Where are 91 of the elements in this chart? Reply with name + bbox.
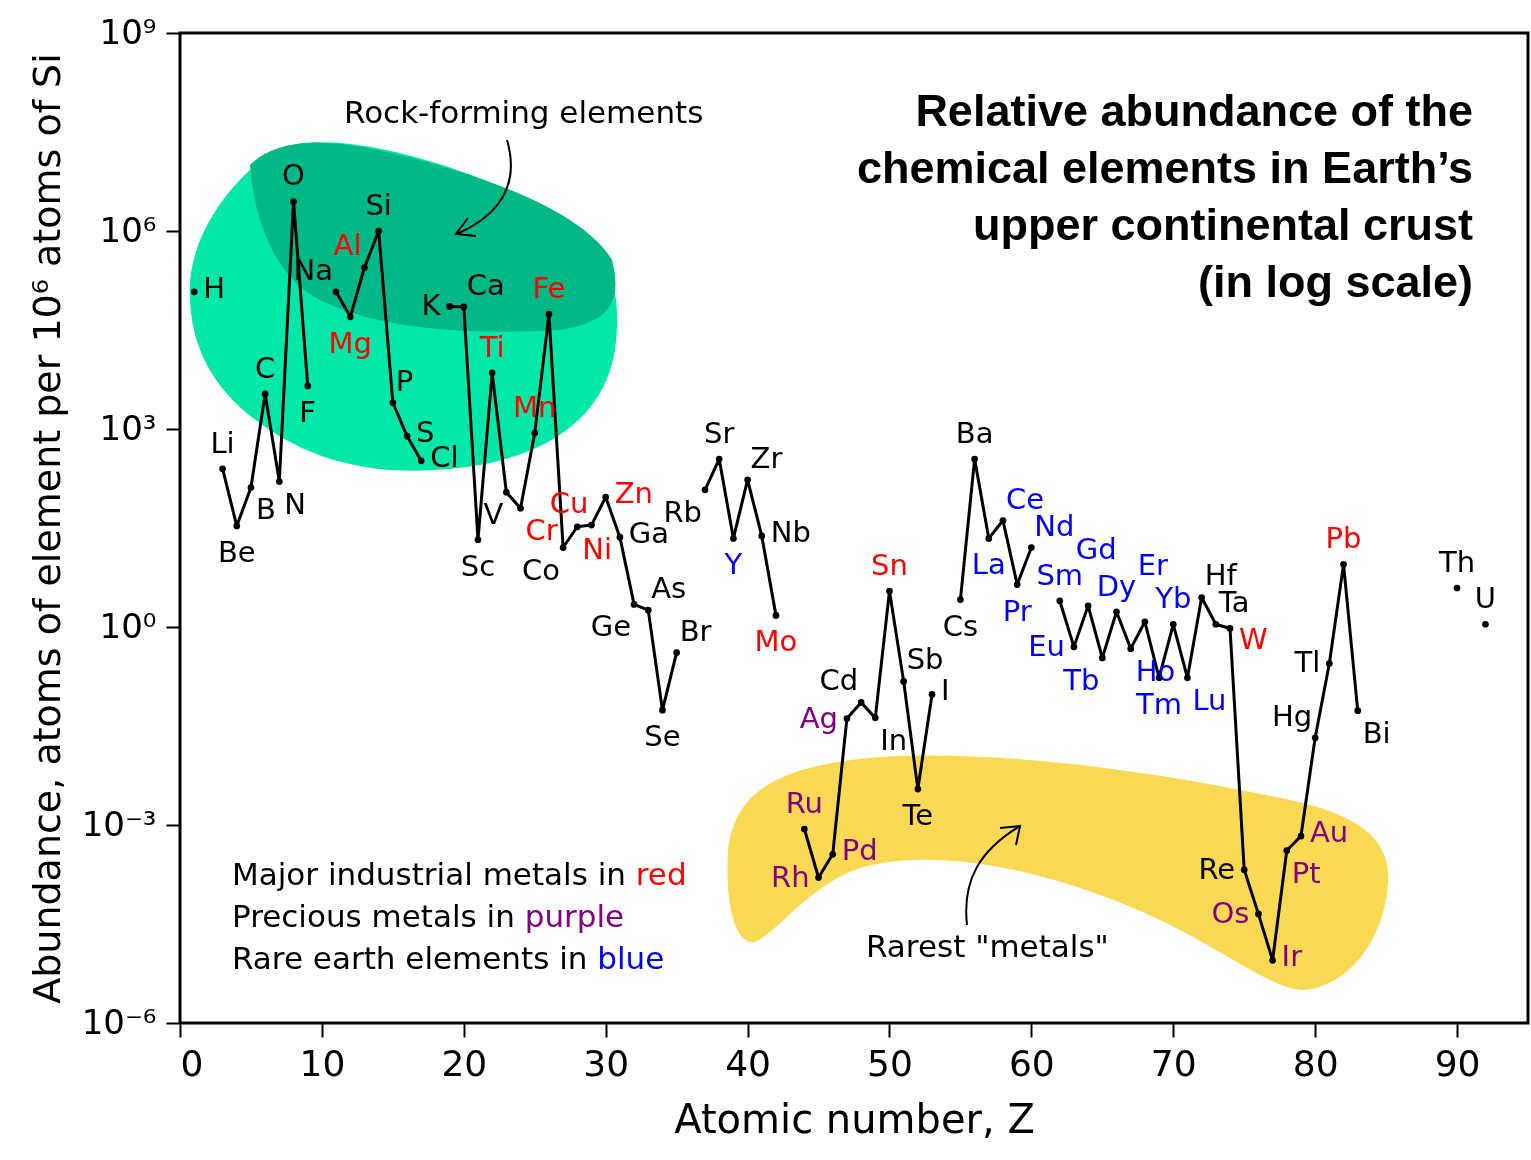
data-label: Te bbox=[901, 798, 934, 833]
x-tick-label: 20 bbox=[441, 1042, 488, 1084]
data-label: Tb bbox=[1062, 662, 1100, 697]
data-label: W bbox=[1239, 622, 1268, 657]
data-label: Ba bbox=[955, 416, 994, 451]
data-label: Sn bbox=[871, 548, 908, 583]
x-tick-label: 0 bbox=[180, 1042, 204, 1084]
data-label: Ti bbox=[478, 329, 505, 364]
data-label: Bi bbox=[1362, 715, 1391, 750]
data-label: Th bbox=[1438, 544, 1476, 579]
x-tick-label: 60 bbox=[1008, 1042, 1055, 1084]
annotation: Rare earth elements in blue bbox=[232, 940, 665, 976]
data-label: Al bbox=[333, 228, 362, 263]
data-label: Pb bbox=[1325, 521, 1362, 556]
y-tick-label: 10⁹ bbox=[99, 11, 157, 52]
y-tick-label: 10⁶ bbox=[99, 209, 157, 250]
data-label: Zr bbox=[750, 440, 783, 475]
x-tick-label: 40 bbox=[725, 1042, 771, 1084]
data-label: P bbox=[395, 363, 414, 398]
data-label: Ca bbox=[466, 267, 505, 302]
data-label: Fe bbox=[532, 271, 566, 306]
data-label: Mg bbox=[328, 325, 372, 360]
data-label: Ge bbox=[590, 609, 632, 644]
data-label: B bbox=[255, 492, 276, 527]
y-axis-title: Abundance, atoms of element per 10⁶ atoms of Si bbox=[24, 53, 69, 1004]
data-label: Si bbox=[365, 188, 392, 222]
annotation: Major industrial metals in red bbox=[232, 856, 687, 892]
data-label: Cd bbox=[819, 663, 859, 698]
annotation: Rock-forming elements bbox=[344, 94, 704, 130]
data-label: Au bbox=[1309, 815, 1349, 850]
data-label: Sr bbox=[704, 416, 735, 451]
data-label: Pd bbox=[841, 833, 878, 868]
text: Relative abundance of the chemical elements in Earth’s upper continental crust (in log scale) bbox=[856, 84, 1473, 309]
data-label: Y bbox=[723, 547, 743, 582]
y-tick-label: 10³ bbox=[99, 407, 157, 448]
y-tick-label: 10⁰ bbox=[99, 605, 157, 646]
data-label: K bbox=[421, 288, 442, 323]
data-label: In bbox=[880, 722, 908, 757]
data-label: I bbox=[941, 673, 950, 708]
data-label: Rh bbox=[771, 859, 810, 894]
x-tick-label: 10 bbox=[299, 1042, 346, 1084]
data-label: S bbox=[416, 415, 435, 450]
data-label: La bbox=[971, 547, 1006, 582]
data-label: Gd bbox=[1075, 531, 1117, 566]
annotation: Precious metals in purple bbox=[232, 898, 625, 934]
data-label: Ir bbox=[1281, 939, 1303, 974]
data-label: Cs bbox=[942, 608, 979, 643]
data-label: Hg bbox=[1271, 698, 1313, 733]
data-label: Li bbox=[210, 425, 235, 460]
data-label: C bbox=[255, 350, 276, 385]
data-label: Re bbox=[1198, 851, 1236, 886]
x-tick-label: 70 bbox=[1150, 1042, 1197, 1084]
data-label: V bbox=[483, 497, 504, 532]
x-axis-title: Atomic number, Z bbox=[674, 1095, 1035, 1142]
data-label: Sc bbox=[460, 548, 496, 583]
x-tick-label: 90 bbox=[1434, 1042, 1481, 1084]
data-label: Se bbox=[644, 719, 681, 754]
data-label: Er bbox=[1137, 547, 1169, 582]
y-tick-label: 10⁻³ bbox=[81, 803, 157, 844]
data-label: Ag bbox=[799, 700, 838, 735]
data-label: O bbox=[282, 158, 305, 193]
data-label: Br bbox=[679, 613, 712, 648]
data-label: Cr bbox=[525, 513, 558, 548]
x-tick-label: 50 bbox=[867, 1042, 913, 1084]
annotation: Rarest "metals" bbox=[866, 928, 1109, 964]
data-label: N bbox=[284, 486, 307, 521]
x-tick-label: 30 bbox=[583, 1042, 630, 1084]
x-tick-label: 80 bbox=[1292, 1042, 1339, 1084]
data-label: Co bbox=[522, 552, 561, 587]
data-label: Ni bbox=[582, 531, 613, 566]
data-label: Nb bbox=[770, 514, 811, 549]
data-label: Zn bbox=[614, 476, 653, 511]
data-label: Eu bbox=[1028, 628, 1065, 663]
data-label: U bbox=[1474, 581, 1497, 616]
data-label: Os bbox=[1211, 895, 1250, 930]
data-label: Lu bbox=[1192, 682, 1227, 717]
data-label: Be bbox=[217, 534, 256, 569]
data-label: H bbox=[203, 270, 225, 305]
data-label: Pt bbox=[1291, 855, 1321, 890]
data-label: Tl bbox=[1293, 645, 1321, 680]
data-label: Ta bbox=[1217, 585, 1250, 620]
data-label: As bbox=[651, 571, 687, 606]
data-label: Yb bbox=[1154, 581, 1192, 616]
data-label: F bbox=[299, 394, 317, 429]
data-label: Sb bbox=[906, 642, 944, 677]
data-label: Pr bbox=[1002, 593, 1032, 628]
y-tick-label: 10⁻⁶ bbox=[81, 1001, 157, 1042]
data-label: Ru bbox=[785, 785, 823, 820]
data-label: Tm bbox=[1135, 686, 1183, 721]
data-label: Dy bbox=[1096, 568, 1137, 603]
data-label: Mo bbox=[754, 624, 798, 659]
